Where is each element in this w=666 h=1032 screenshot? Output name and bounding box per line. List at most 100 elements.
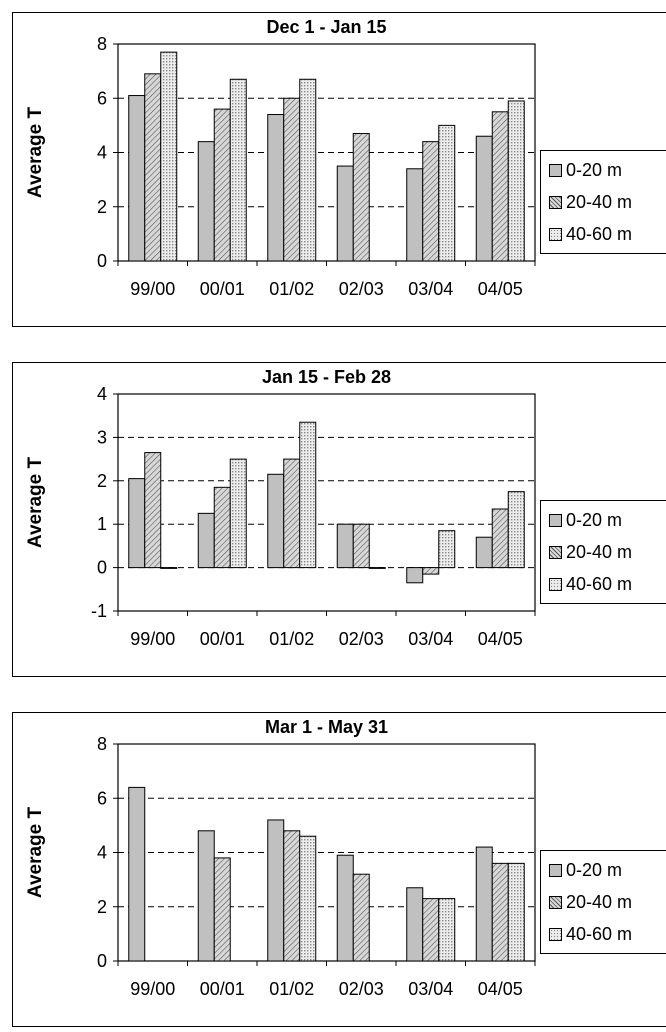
bar — [128, 478, 146, 569]
y-tick-label: 4 — [97, 843, 107, 863]
x-tick-label: 03/04 — [408, 979, 453, 999]
legend-label: 20-40 m — [566, 891, 633, 912]
legend: 0-20 m 20-40 m 40-60 m — [540, 850, 666, 954]
bar — [299, 421, 317, 569]
y-tick-label: 0 — [97, 251, 107, 271]
y-axis-label: Average T — [25, 107, 46, 199]
legend: 0-20 m 20-40 m 40-60 m — [540, 500, 666, 604]
chart-svg: Dec 1 - Jan 15 Average T 0 2 4 6 8 99/00 00/01 01… — [25, 17, 536, 299]
bar — [507, 100, 525, 262]
bar — [299, 835, 317, 962]
bar — [475, 135, 493, 262]
bar — [267, 473, 285, 569]
chart-svg: Mar 1 - May 31 Average T 0 2 4 6 8 99/00 00/01 01… — [25, 717, 536, 999]
x-tick-label: 01/02 — [269, 279, 314, 299]
legend-label: 20-40 m — [566, 191, 633, 212]
x-tick-label: 99/00 — [130, 279, 175, 299]
x-tick-label: 00/01 — [200, 279, 245, 299]
x-tick-label: 02/03 — [339, 979, 384, 999]
legend-swatch — [549, 577, 562, 591]
legend-item-40-60: 40-60 m — [549, 572, 632, 596]
bar — [160, 567, 178, 569]
chart-panel-mar-may: Mar 1 - May 31 Average T 0 2 4 6 8 99/00 00/01 01… — [12, 712, 666, 1027]
y-tick-label: 3 — [97, 427, 107, 447]
bar — [406, 567, 424, 584]
y-tick-label: 4 — [97, 143, 107, 163]
chart-panel-jan-feb: Jan 15 - Feb 28 Average T -1 0 1 2 3 4 99/00 00/0… — [12, 362, 666, 677]
legend-item-20-40: 20-40 m — [549, 890, 632, 914]
y-tick-label: 0 — [97, 951, 107, 971]
legend-swatch — [549, 513, 562, 527]
bar — [507, 862, 525, 962]
bar — [283, 458, 301, 569]
plot-area — [117, 393, 536, 612]
x-tick-label: 02/03 — [339, 629, 384, 649]
y-tick-label: 0 — [97, 558, 107, 578]
bar — [213, 857, 231, 962]
bar — [213, 108, 231, 262]
bar — [229, 458, 247, 569]
y-axis-label: Average T — [25, 457, 46, 549]
bar — [144, 73, 162, 262]
y-tick-label: 2 — [97, 197, 107, 217]
x-tick-label: 03/04 — [408, 629, 453, 649]
bar — [352, 523, 370, 569]
bar — [160, 51, 178, 262]
x-tick-label: 00/01 — [200, 979, 245, 999]
bar — [491, 111, 509, 262]
bar — [128, 786, 146, 962]
y-tick-label: 6 — [97, 88, 107, 108]
y-tick-label: 1 — [97, 514, 107, 534]
legend-label: 40-60 m — [566, 573, 633, 594]
bar — [438, 530, 456, 569]
x-tick-label: 99/00 — [130, 629, 175, 649]
y-tick-label: 2 — [97, 471, 107, 491]
legend-label: 0-20 m — [566, 509, 623, 530]
bar — [406, 168, 424, 262]
bar — [197, 830, 215, 962]
chart-title: Mar 1 - May 31 — [265, 717, 388, 737]
bar — [283, 830, 301, 962]
bar — [422, 567, 440, 575]
chart-panel-dec-jan: Dec 1 - Jan 15 Average T 0 2 4 6 8 99/00 00/01 01… — [12, 12, 666, 327]
bar — [368, 567, 386, 569]
bar — [491, 508, 509, 569]
chart-title: Dec 1 - Jan 15 — [266, 17, 386, 37]
bar — [406, 887, 424, 962]
legend-item-0-20: 0-20 m — [549, 158, 622, 182]
bar — [422, 898, 440, 962]
legend-label: 40-60 m — [566, 223, 633, 244]
bar — [283, 97, 301, 262]
x-tick-label: 04/05 — [478, 979, 523, 999]
bar — [267, 819, 285, 962]
bar — [475, 846, 493, 962]
bar — [336, 854, 354, 962]
bar — [144, 452, 162, 569]
bar — [475, 536, 493, 569]
bar — [438, 124, 456, 262]
legend-swatch — [549, 227, 562, 241]
legend-swatch — [549, 163, 562, 177]
bar — [336, 165, 354, 262]
legend-swatch — [549, 895, 562, 909]
legend-item-20-40: 20-40 m — [549, 190, 632, 214]
bar — [336, 523, 354, 569]
bar — [213, 486, 231, 569]
bar — [229, 78, 247, 262]
bar — [197, 141, 215, 262]
chart-title: Jan 15 - Feb 28 — [262, 367, 391, 387]
y-tick-label: 8 — [97, 34, 107, 54]
legend-swatch — [549, 863, 562, 877]
bar — [352, 873, 370, 962]
x-tick-label: 01/02 — [269, 629, 314, 649]
bar — [422, 141, 440, 262]
bar — [491, 862, 509, 962]
legend-item-40-60: 40-60 m — [549, 922, 632, 946]
x-tick-label: 01/02 — [269, 979, 314, 999]
y-tick-label: 2 — [97, 897, 107, 917]
bar — [352, 133, 370, 262]
bar — [299, 78, 317, 262]
legend-label: 40-60 m — [566, 923, 633, 944]
y-tick-label: 8 — [97, 734, 107, 754]
legend-label: 20-40 m — [566, 541, 633, 562]
